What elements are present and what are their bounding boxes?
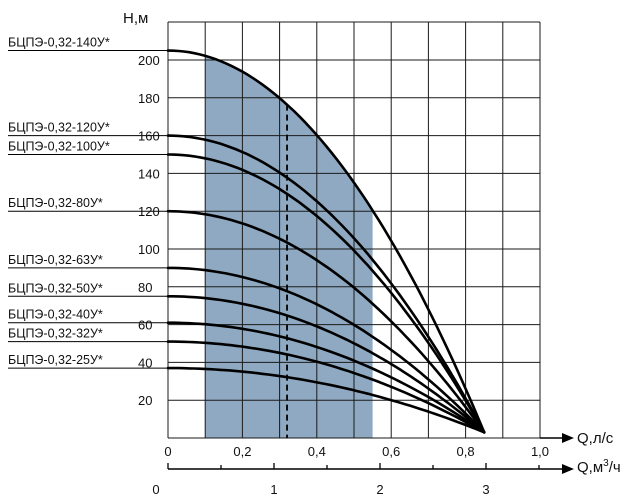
x-axis-secondary-title-tail: /ч bbox=[609, 459, 621, 476]
y-tick-label: 180 bbox=[138, 91, 160, 106]
working-zone-layer bbox=[205, 55, 373, 439]
working-zone bbox=[205, 55, 373, 439]
y-tick-label: 60 bbox=[138, 318, 152, 333]
y-tick-label: 80 bbox=[138, 280, 152, 295]
y-tick-label: 20 bbox=[138, 393, 152, 408]
model-label: БЦПЭ-0,32-63У* bbox=[8, 253, 103, 267]
y-tick-label: 160 bbox=[138, 129, 160, 144]
y-tick-label: 200 bbox=[138, 53, 160, 68]
x-tick-label: 1,0 bbox=[531, 444, 549, 459]
series-curve-2 bbox=[166, 153, 486, 434]
series-curve-1 bbox=[166, 134, 486, 434]
x-secondary-tick-label: 2 bbox=[376, 482, 383, 497]
x-axis-primary-arrow bbox=[562, 433, 574, 443]
series-curve-8 bbox=[166, 366, 486, 434]
model-label: БЦПЭ-0,32-25У* bbox=[8, 353, 103, 367]
axis-layer: H,м Q,л/с Q,м3/ч 20406080100120140160180… bbox=[123, 10, 621, 497]
x-tick-label: 0,4 bbox=[308, 444, 326, 459]
x-axis-secondary-title: Q,м3/ч bbox=[577, 458, 621, 476]
x-tick-label: 0,6 bbox=[382, 444, 400, 459]
x-axis-secondary-arrow bbox=[562, 464, 574, 474]
x-axis-primary-title: Q,л/с bbox=[577, 430, 614, 447]
series-curve-5 bbox=[166, 295, 486, 434]
y-tick-label: 140 bbox=[138, 166, 160, 181]
series-curve-3 bbox=[166, 209, 486, 434]
x-secondary-tick-label: 0 bbox=[152, 482, 159, 497]
model-label-layer: БЦПЭ-0,32-140У* БЦПЭ-0,32-120У* БЦПЭ-0,32-… bbox=[8, 36, 168, 369]
model-label: БЦПЭ-0,32-40У* bbox=[8, 308, 103, 322]
y-tick-label: 100 bbox=[138, 242, 160, 257]
model-label: БЦПЭ-0,32-120У* bbox=[8, 121, 110, 135]
model-label: БЦПЭ-0,32-140У* bbox=[8, 36, 110, 50]
x-tick-label: 0,8 bbox=[457, 444, 475, 459]
series-curve-0 bbox=[166, 49, 486, 434]
y-tick-label: 40 bbox=[138, 355, 152, 370]
series-curve-6 bbox=[166, 321, 486, 434]
y-tick-label: 120 bbox=[138, 204, 160, 219]
model-label: БЦПЭ-0,32-80У* bbox=[8, 196, 103, 210]
model-label: БЦПЭ-0,32-100У* bbox=[8, 140, 110, 154]
x-tick-label: 0,2 bbox=[233, 444, 251, 459]
x-tick-label: 0 bbox=[164, 444, 171, 459]
model-label: БЦПЭ-0,32-32У* bbox=[8, 327, 103, 341]
curve-layer bbox=[166, 49, 486, 434]
y-axis-title: H,м bbox=[123, 10, 148, 27]
x-axis-secondary-title-base: Q,м bbox=[577, 459, 603, 476]
x-axis-secondary-title-sup: 3 bbox=[603, 458, 609, 469]
x-secondary-tick-label: 1 bbox=[270, 482, 277, 497]
series-curve-7 bbox=[166, 340, 486, 434]
model-label: БЦПЭ-0,32-50У* bbox=[8, 281, 103, 295]
x-secondary-tick-label: 3 bbox=[482, 482, 489, 497]
grid-layer bbox=[167, 21, 541, 439]
series-curve-4 bbox=[166, 266, 486, 434]
